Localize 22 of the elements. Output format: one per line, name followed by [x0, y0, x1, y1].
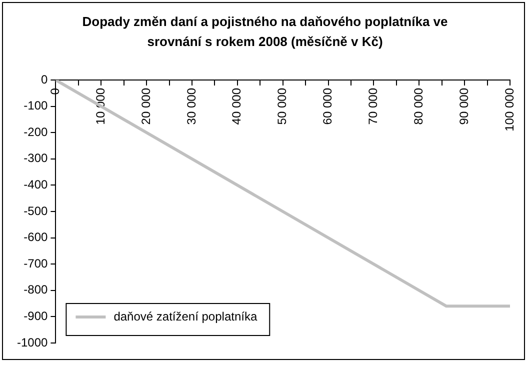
y-tick-label: -200: [24, 124, 48, 139]
y-tick-label: -1000: [16, 335, 48, 350]
chart-title: Dopady změn daní a pojistného na daňového poplatníka ve srovnání s rokem 2008 (měsíčně v Kč): [81, 13, 449, 51]
y-tick-label: -300: [24, 151, 48, 166]
y-tick-label: 0: [41, 72, 48, 86]
x-tick-label: 60 000: [320, 88, 335, 125]
x-tick-label: 40 000: [230, 88, 244, 125]
y-tick-label: -100: [24, 98, 48, 113]
x-tick-label: 50 000: [275, 88, 290, 125]
y-tick-label: -400: [24, 178, 48, 192]
y-tick-label: -500: [24, 204, 48, 218]
y-tick-label: -600: [24, 230, 48, 244]
y-tick-label: -900: [24, 309, 48, 324]
y-tick-label: -800: [24, 282, 48, 297]
x-tick-label: 20 000: [138, 88, 153, 125]
legend-label: daňové zatížení poplatníka: [114, 309, 258, 324]
y-tick-label: -700: [24, 256, 48, 270]
x-tick-label: 90 000: [456, 88, 471, 125]
x-tick-label: 70 000: [366, 88, 380, 125]
x-tick-label: 80 000: [411, 88, 426, 125]
x-tick-label: 100 000: [502, 88, 516, 132]
x-tick-label: 30 000: [184, 88, 198, 125]
